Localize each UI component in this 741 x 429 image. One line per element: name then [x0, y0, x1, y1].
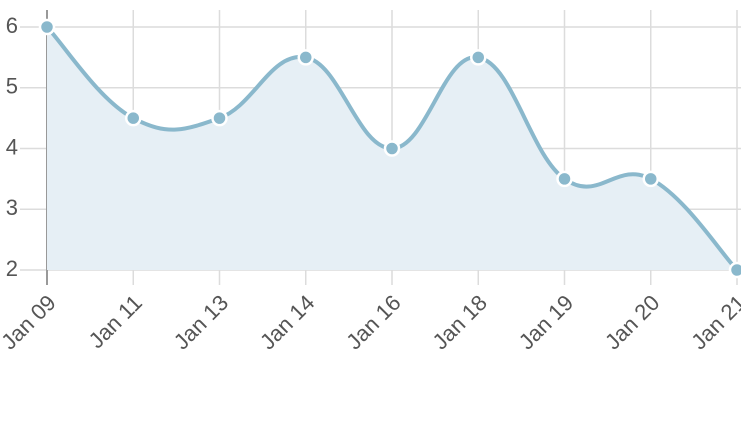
y-tick-label: 4	[6, 134, 18, 159]
point	[38, 18, 56, 36]
point	[642, 170, 659, 188]
point	[728, 261, 741, 279]
x-tick-label: Jan 21	[686, 290, 741, 354]
y-tick-label: 3	[6, 195, 18, 220]
x-tick-label: Jan 19	[514, 290, 578, 354]
y-tick-label: 5	[6, 74, 18, 99]
x-tick-label: Jan 14	[255, 290, 319, 354]
x-tick-label: Jan 20	[600, 290, 664, 354]
point	[297, 49, 314, 66]
x-tick-label: Jan 09	[0, 290, 61, 354]
point	[556, 170, 573, 188]
x-tick-label: Jan 11	[84, 290, 147, 353]
x-tick-label: Jan 13	[169, 290, 233, 354]
x-tick-label: Jan 18	[428, 290, 492, 354]
point	[383, 140, 401, 157]
point	[470, 49, 487, 66]
point	[125, 109, 142, 127]
y-tick-label: 2	[6, 256, 18, 281]
x-tick-label: Jan 16	[341, 290, 405, 354]
y-tick-label: 6	[6, 13, 18, 38]
point	[211, 109, 228, 127]
